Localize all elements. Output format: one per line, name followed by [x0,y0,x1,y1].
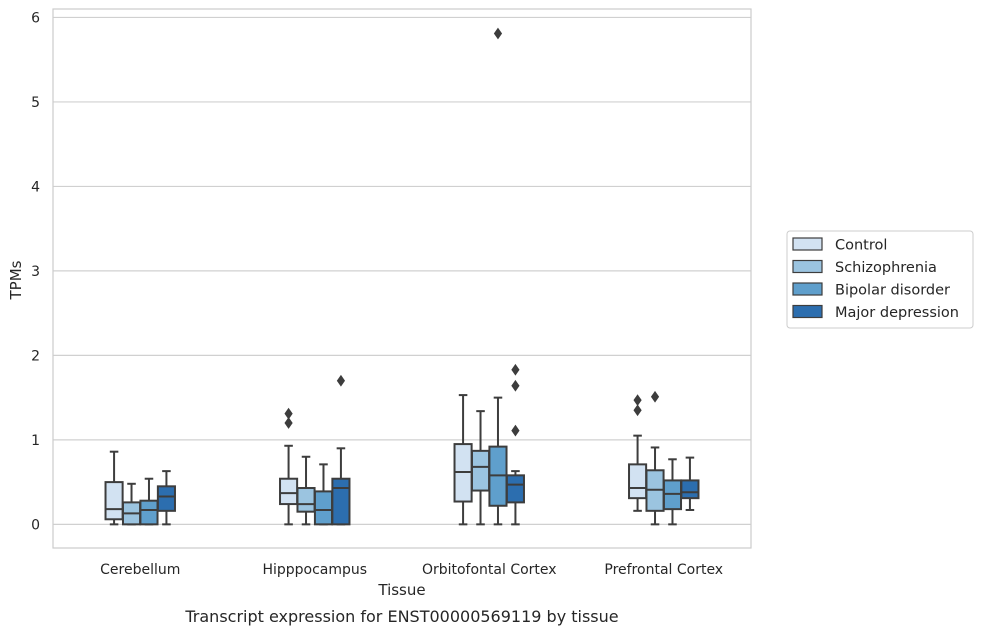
box-body [296,487,316,513]
outlier-point [336,374,346,387]
y-tick-labels: 0 1 2 3 4 5 6 [31,10,40,533]
box-body [313,490,334,526]
box [505,363,525,526]
box [139,477,159,526]
outlier-point [511,424,520,437]
y-tick-label: 5 [31,95,40,111]
box [645,390,665,526]
legend-label: Schizophrenia [835,260,937,276]
box-body [331,477,351,526]
legend-label: Bipolar disorder [835,283,950,299]
legend-swatch [792,237,823,251]
box [296,455,316,526]
y-tick-label: 6 [31,10,40,26]
legend-label: Control [835,238,887,254]
legend-label: Major depression [835,305,959,321]
outlier-point [284,417,293,429]
box [470,410,491,526]
outlier-point [511,363,520,376]
box-body [279,477,299,506]
x-axis-label: Tissue [377,581,425,599]
box [331,374,351,526]
chart-title: Transcript expression for ENST0000056911… [184,607,618,626]
outlier-point [284,407,293,420]
box [662,458,683,526]
y-tick-label: 3 [31,264,40,280]
legend-swatch [792,304,823,319]
box-body [505,474,525,504]
box-body [139,499,159,526]
gridlines [53,16,751,525]
y-tick-label: 1 [31,433,40,449]
plot-frame [52,8,752,549]
box [279,407,299,526]
y-tick-label: 0 [31,517,40,533]
box-body [156,485,176,512]
legend-swatch [792,259,823,274]
x-tick-label: Orbitofontal Cortex [422,562,557,578]
outlier-point [511,379,520,392]
boxes [104,27,700,526]
x-tick-label: Cerebellum [100,562,180,578]
outlier-point [493,27,503,40]
box-body [680,479,700,500]
box [453,394,473,526]
x-tick-label: Hipppocampus [262,562,367,578]
legend: Control Schizophrenia Bipolar disorder Majo… [786,230,974,329]
box [680,456,700,511]
box [121,482,142,526]
y-axis-label: TPMs [7,260,25,300]
box [313,463,334,526]
box-body [628,463,648,500]
outlier-point [633,394,642,407]
x-tick-label: Prefrontal Cortex [604,562,723,578]
y-tick-label: 4 [31,179,40,195]
outlier-point [633,404,642,417]
box-body [104,481,124,521]
legend-frame [786,230,974,329]
box [156,470,176,526]
box [628,394,648,512]
x-tick-labels: Cerebellum Hipppocampus Orbitofontal Corte… [100,562,723,578]
box [104,450,124,526]
box [488,27,508,526]
box-body [470,449,491,492]
legend-swatch [792,282,823,296]
outlier-point [650,390,660,403]
y-tick-label: 2 [31,348,40,364]
